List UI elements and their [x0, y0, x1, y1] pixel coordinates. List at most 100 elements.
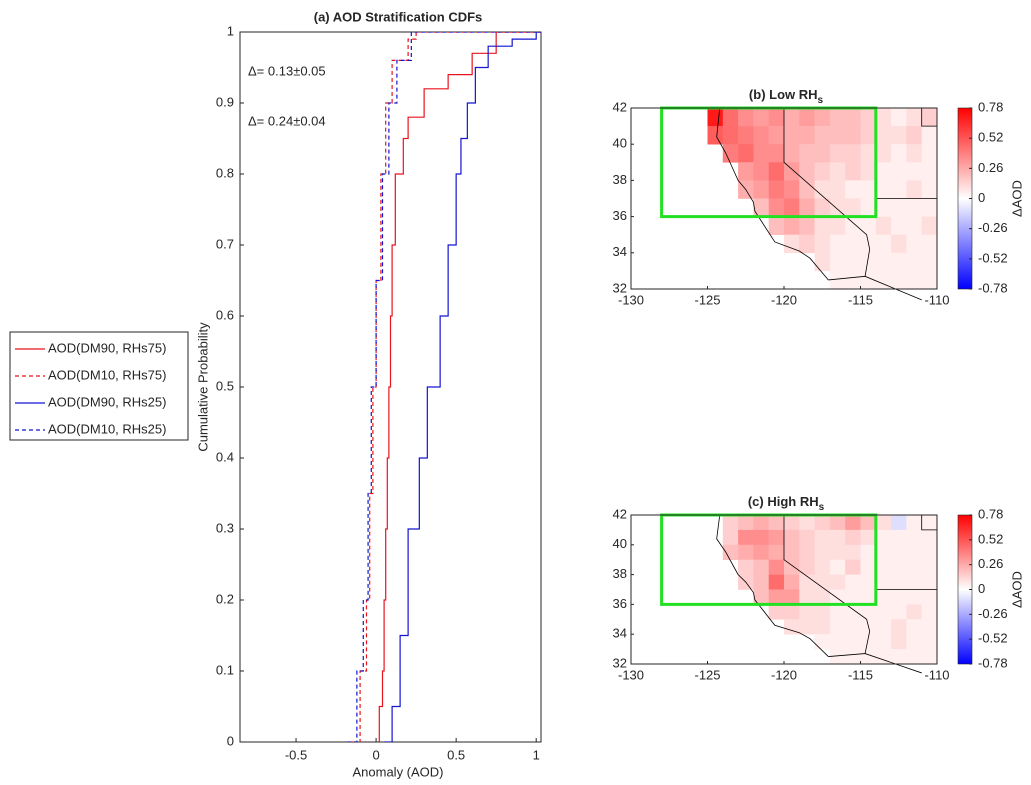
heat-cell	[891, 108, 907, 127]
colorbar-tick-label: 0.52	[978, 130, 1003, 145]
heat-cell	[875, 144, 892, 163]
colorbar-tick-label: -0.78	[978, 280, 1008, 295]
heat-cell	[921, 559, 938, 575]
heat-cell	[722, 108, 739, 127]
x-tick-label: -115	[848, 667, 873, 682]
heat-cell	[891, 604, 907, 620]
x-tick-label: -120	[771, 292, 797, 307]
heat-cell	[906, 634, 922, 650]
y-tick-label: 0.5	[216, 378, 234, 393]
heat-cell	[906, 126, 922, 145]
colorbar-tick-label: 0.78	[978, 506, 1003, 521]
heat-cell	[814, 198, 831, 217]
heat-cell	[784, 162, 800, 181]
heat-cell	[921, 574, 938, 590]
heat-cell	[860, 559, 877, 575]
heat-cell	[891, 515, 907, 531]
heat-cell	[768, 574, 785, 590]
heat-cell	[891, 144, 907, 163]
heat-cell	[860, 252, 877, 272]
map-border	[783, 515, 871, 654]
y-tick-label: 38	[613, 566, 627, 581]
heat-cell	[875, 649, 892, 665]
colorbar-tick-label: -0.26	[978, 606, 1008, 621]
heat-cell	[784, 529, 800, 546]
heat-cell	[845, 180, 861, 199]
heat-cell	[906, 270, 922, 290]
heat-cell	[829, 108, 846, 127]
annotation: Δ= 0.13±0.05	[248, 63, 326, 78]
heat-cell	[860, 634, 877, 650]
heat-cell	[753, 544, 769, 560]
colorbar-tick-label: -0.78	[978, 655, 1008, 670]
cdf-line	[352, 32, 541, 742]
x-tick-label: -120	[771, 667, 797, 682]
heat-cell	[738, 162, 754, 181]
heat-cell	[829, 619, 846, 635]
heat-cell	[814, 589, 831, 605]
heat-cell	[814, 180, 831, 199]
heat-cell	[814, 559, 831, 575]
heat-cell	[860, 574, 877, 590]
heat-cell	[784, 515, 800, 531]
heat-cell	[860, 144, 877, 163]
heat-cell	[860, 108, 877, 127]
heat-cell	[829, 216, 846, 235]
heat-cell	[845, 108, 861, 127]
heat-cell	[753, 126, 769, 145]
heat-cell	[860, 529, 877, 546]
y-axis-label: Cumulative Probability	[195, 322, 210, 452]
colorbar-tick-label: 0.26	[978, 556, 1003, 571]
heat-cell	[799, 198, 815, 217]
heat-cell	[891, 634, 907, 650]
heat-cell	[921, 529, 938, 546]
y-tick-label: 40	[613, 136, 627, 151]
heat-cell	[738, 108, 754, 127]
heat-cell	[845, 634, 861, 650]
colorbar-tick-label: -0.52	[978, 250, 1008, 265]
heat-cell	[753, 589, 769, 605]
y-tick-label: 32	[613, 280, 627, 295]
legend-label: AOD(DM90, RHs75)	[48, 340, 166, 355]
heat-cell	[814, 634, 831, 650]
heat-cell	[921, 180, 938, 199]
heat-cell	[784, 559, 800, 575]
heat-cell	[814, 252, 831, 272]
y-tick-label: 0	[227, 733, 234, 748]
heat-cell	[875, 234, 892, 254]
heat-cell	[845, 270, 861, 290]
heat-cell	[921, 649, 938, 665]
legend-label: AOD(DM90, RHs25)	[48, 394, 166, 409]
heat-cell	[799, 216, 815, 235]
y-tick-label: 0.7	[216, 236, 234, 251]
y-tick-label: 32	[613, 655, 627, 670]
heat-cell	[722, 529, 739, 546]
map-border	[716, 514, 829, 657]
heat-cell	[799, 234, 815, 254]
heat-cell	[891, 529, 907, 546]
y-tick-label: 0.2	[216, 591, 234, 606]
heat-cell	[829, 559, 846, 575]
heat-cell	[845, 604, 861, 620]
heat-cell	[768, 589, 785, 605]
heat-cell	[875, 216, 892, 235]
colorbar-tick-label: -0.26	[978, 220, 1008, 235]
heat-cell	[845, 619, 861, 635]
heat-cell	[845, 515, 861, 531]
heat-cell	[814, 529, 831, 546]
heat-cell	[768, 126, 785, 145]
heat-cell	[799, 604, 815, 620]
heat-cell	[829, 144, 846, 163]
heat-cell	[860, 515, 877, 531]
heat-cell	[722, 126, 739, 145]
heat-cell	[768, 180, 785, 199]
heat-cell	[921, 604, 938, 620]
heat-cell	[860, 198, 877, 217]
heat-cell	[829, 604, 846, 620]
heat-cell	[845, 144, 861, 163]
heat-cell	[891, 252, 907, 272]
heat-cell	[906, 649, 922, 665]
heat-cell	[784, 604, 800, 620]
heat-cell	[845, 544, 861, 560]
colorbar-tick-label: 0.52	[978, 531, 1003, 546]
